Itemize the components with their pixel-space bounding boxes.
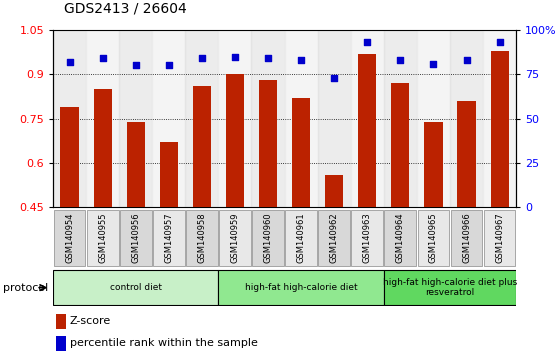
Text: GDS2413 / 26604: GDS2413 / 26604 <box>64 2 187 16</box>
Point <box>230 54 239 59</box>
Text: GSM140966: GSM140966 <box>462 213 471 263</box>
FancyBboxPatch shape <box>384 210 416 266</box>
Bar <box>226 74 244 207</box>
Bar <box>193 86 211 207</box>
Text: percentile rank within the sample: percentile rank within the sample <box>70 338 258 348</box>
Text: GSM140964: GSM140964 <box>396 213 405 263</box>
FancyBboxPatch shape <box>285 210 317 266</box>
Bar <box>391 83 410 207</box>
Point <box>198 56 206 61</box>
FancyBboxPatch shape <box>219 210 251 266</box>
Text: GSM140955: GSM140955 <box>98 213 107 263</box>
Text: GSM140967: GSM140967 <box>495 213 504 263</box>
Bar <box>185 30 218 207</box>
FancyBboxPatch shape <box>484 210 516 266</box>
Bar <box>53 30 86 207</box>
Text: GSM140963: GSM140963 <box>363 213 372 263</box>
FancyBboxPatch shape <box>352 210 383 266</box>
Bar <box>490 51 509 207</box>
Bar <box>292 98 310 207</box>
Bar <box>56 336 65 351</box>
Bar <box>358 54 377 207</box>
FancyBboxPatch shape <box>120 210 152 266</box>
Bar <box>417 30 450 207</box>
Point <box>495 40 504 45</box>
Bar <box>56 314 65 329</box>
Text: GSM140959: GSM140959 <box>230 213 239 263</box>
Text: GSM140962: GSM140962 <box>330 213 339 263</box>
FancyBboxPatch shape <box>451 210 483 266</box>
Bar <box>483 30 516 207</box>
FancyBboxPatch shape <box>86 210 118 266</box>
Bar <box>152 30 185 207</box>
Bar <box>318 30 351 207</box>
FancyBboxPatch shape <box>417 210 449 266</box>
Point <box>263 56 272 61</box>
Text: GSM140958: GSM140958 <box>198 213 206 263</box>
Point <box>330 75 339 81</box>
Point <box>98 56 107 61</box>
Text: GSM140956: GSM140956 <box>131 213 140 263</box>
Point <box>396 57 405 63</box>
Bar <box>450 30 483 207</box>
Bar <box>94 89 112 207</box>
Bar <box>119 30 152 207</box>
FancyBboxPatch shape <box>384 270 516 306</box>
Text: protocol: protocol <box>3 282 48 293</box>
Text: high-fat high-calorie diet: high-fat high-calorie diet <box>245 283 358 292</box>
Point <box>363 40 372 45</box>
Text: control diet: control diet <box>110 283 162 292</box>
Text: Z-score: Z-score <box>70 316 111 326</box>
Text: high-fat high-calorie diet plus
resveratrol: high-fat high-calorie diet plus resverat… <box>383 278 517 297</box>
FancyBboxPatch shape <box>318 210 350 266</box>
Text: GSM140954: GSM140954 <box>65 213 74 263</box>
Point <box>462 57 471 63</box>
FancyBboxPatch shape <box>252 210 284 266</box>
Text: GSM140957: GSM140957 <box>164 213 174 263</box>
Bar <box>325 175 343 207</box>
Bar <box>259 80 277 207</box>
Bar <box>60 107 79 207</box>
Text: GSM140965: GSM140965 <box>429 213 438 263</box>
Bar <box>351 30 384 207</box>
Point <box>297 57 306 63</box>
Point <box>65 59 74 65</box>
FancyBboxPatch shape <box>186 210 218 266</box>
Text: GSM140961: GSM140961 <box>297 213 306 263</box>
Bar <box>127 121 145 207</box>
Bar <box>424 121 442 207</box>
Point <box>164 63 173 68</box>
FancyBboxPatch shape <box>153 210 185 266</box>
Bar <box>384 30 417 207</box>
Bar <box>252 30 285 207</box>
Text: GSM140960: GSM140960 <box>263 213 272 263</box>
FancyBboxPatch shape <box>54 210 85 266</box>
Point <box>429 61 438 67</box>
FancyBboxPatch shape <box>53 270 218 306</box>
Point <box>131 63 140 68</box>
Bar <box>285 30 318 207</box>
Bar <box>218 30 252 207</box>
Bar <box>458 101 475 207</box>
Bar <box>160 142 178 207</box>
Bar <box>86 30 119 207</box>
FancyBboxPatch shape <box>218 270 384 306</box>
